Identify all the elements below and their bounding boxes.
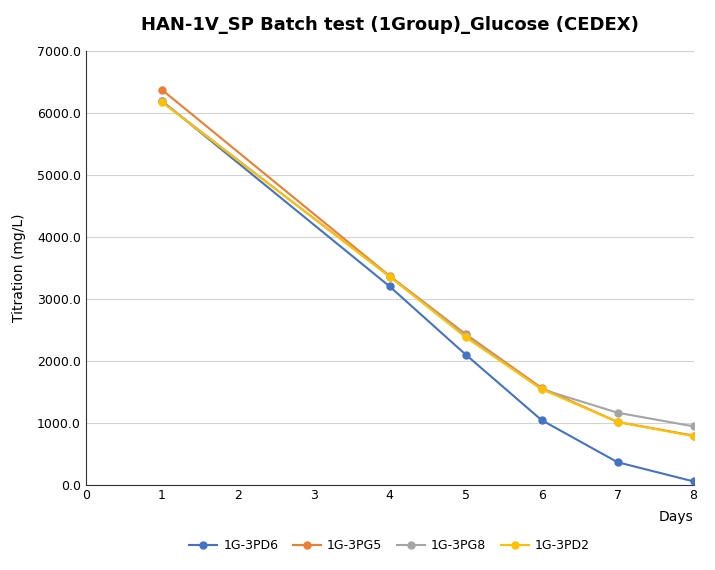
1G-3PG8 xyxy=(157,98,166,105)
Line: 1G-3PD6: 1G-3PD6 xyxy=(158,97,697,485)
Line: 1G-3PG5: 1G-3PG5 xyxy=(158,86,697,439)
1G-3PD2 xyxy=(689,433,698,439)
1G-3PD2 xyxy=(157,99,166,105)
1G-3PG8 xyxy=(538,386,546,393)
1G-3PG8 xyxy=(385,273,394,280)
1G-3PG5 xyxy=(689,432,698,439)
1G-3PD6 xyxy=(461,351,470,358)
1G-3PD6 xyxy=(613,459,622,466)
1G-3PG8 xyxy=(461,332,470,339)
1G-3PD6 xyxy=(689,478,698,485)
1G-3PD2 xyxy=(461,334,470,341)
1G-3PD2 xyxy=(385,273,394,280)
Title: HAN-1V_SP Batch test (1Group)_Glucose (CEDEX): HAN-1V_SP Batch test (1Group)_Glucose (C… xyxy=(141,17,638,34)
1G-3PD6 xyxy=(157,97,166,104)
1G-3PG8 xyxy=(689,423,698,430)
1G-3PG5 xyxy=(157,86,166,93)
Line: 1G-3PD2: 1G-3PD2 xyxy=(158,99,697,439)
1G-3PD6 xyxy=(385,283,394,290)
1G-3PD2 xyxy=(613,418,622,425)
Y-axis label: Titration (mg/L): Titration (mg/L) xyxy=(12,214,26,322)
Line: 1G-3PG8: 1G-3PG8 xyxy=(158,98,697,430)
1G-3PD6 xyxy=(538,417,546,424)
Text: Days: Days xyxy=(659,511,694,524)
1G-3PG5 xyxy=(385,272,394,279)
1G-3PG5 xyxy=(538,385,546,392)
1G-3PG5 xyxy=(613,418,622,425)
1G-3PG8 xyxy=(613,409,622,416)
Legend: 1G-3PD6, 1G-3PG5, 1G-3PG8, 1G-3PD2: 1G-3PD6, 1G-3PG5, 1G-3PG8, 1G-3PD2 xyxy=(184,534,595,557)
1G-3PD2 xyxy=(538,386,546,393)
1G-3PG5 xyxy=(461,331,470,337)
